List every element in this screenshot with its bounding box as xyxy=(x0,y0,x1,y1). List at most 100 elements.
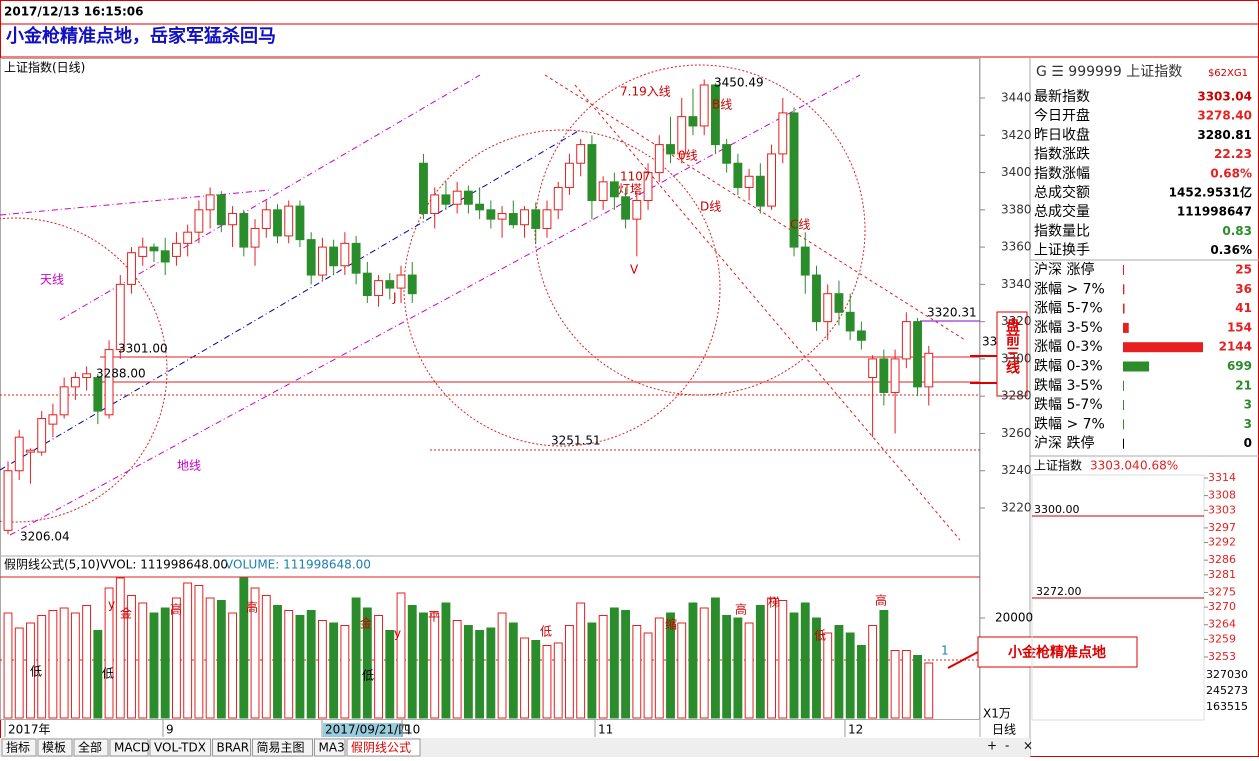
breadth-bar xyxy=(1123,361,1150,372)
breadth-bar xyxy=(1123,322,1129,333)
volume-bar xyxy=(755,605,765,719)
callout-text: 盘前三线 xyxy=(1004,317,1020,375)
y-tick-label: 3303 xyxy=(1208,503,1236,516)
tab-label[interactable]: VOL-TDX xyxy=(154,741,206,755)
volume-bar xyxy=(48,610,58,719)
tab[interactable] xyxy=(212,738,251,757)
volume-bar xyxy=(239,577,249,719)
volume-bar xyxy=(497,612,507,719)
x-tick-label: 12 xyxy=(848,723,863,737)
candle-body xyxy=(710,84,720,146)
tab[interactable] xyxy=(149,738,211,757)
tab-label[interactable]: 指标 xyxy=(6,740,30,755)
tab-label[interactable]: 模板 xyxy=(42,741,66,755)
quote-tag: $62XG1 xyxy=(1208,68,1248,79)
tab[interactable] xyxy=(1,738,37,757)
quote-label: 总成交量 xyxy=(1034,203,1090,220)
title: 小金枪精准点地，岳家军猛杀回马 xyxy=(6,25,276,47)
annotation: 0线 xyxy=(678,149,698,163)
callout-arrow xyxy=(970,355,997,384)
volume-marker: 低 xyxy=(814,629,826,643)
candle-body xyxy=(239,213,249,248)
volume-bar xyxy=(609,607,619,719)
tab-label[interactable]: 全部 xyxy=(78,740,102,755)
y-tick-label: 3440 xyxy=(1001,91,1032,105)
tab-label[interactable]: 简易主图 xyxy=(257,741,305,755)
volume-bar xyxy=(800,602,810,719)
candle-body xyxy=(845,311,855,332)
candle-body xyxy=(778,112,788,155)
candle-body xyxy=(273,209,282,237)
tab[interactable] xyxy=(109,738,149,757)
candle-body xyxy=(160,250,170,263)
candle-body xyxy=(789,112,799,248)
candle-body xyxy=(879,358,889,393)
y-tick-label: 3314 xyxy=(1208,471,1236,484)
volume-bar xyxy=(317,620,327,719)
breadth-value: 41 xyxy=(1235,301,1252,315)
volume-marker: 金 xyxy=(360,616,372,631)
x-tick-label: 11 xyxy=(598,723,613,737)
control[interactable]: + xyxy=(987,739,997,753)
tab[interactable] xyxy=(346,738,421,757)
tab-label[interactable]: BRAR xyxy=(217,741,250,755)
candle-body xyxy=(183,231,193,244)
breadth-label: 涨幅 3-5% xyxy=(1034,320,1103,336)
y-tick-label: 3400 xyxy=(1001,165,1032,179)
candle-body xyxy=(666,144,675,155)
control[interactable]: - xyxy=(1005,739,1009,753)
tab[interactable] xyxy=(252,738,313,757)
volume-bar xyxy=(37,615,47,719)
y-tick-label: 3275 xyxy=(1208,585,1236,598)
tab[interactable] xyxy=(73,738,109,757)
tab-label[interactable]: MACD xyxy=(114,741,150,755)
volume-bar xyxy=(93,630,103,719)
annotation: 3288.00 xyxy=(96,367,146,381)
candle-body xyxy=(856,330,866,341)
volume-bar xyxy=(767,597,776,719)
candle-body xyxy=(362,272,372,297)
volume-bar xyxy=(475,630,485,719)
volume-bar xyxy=(868,625,878,719)
volume-bar xyxy=(160,607,170,719)
callout-text: 小金枪精准点地 xyxy=(1008,644,1106,661)
quote-value: 111998647 xyxy=(1177,205,1252,219)
quote-value: 0.36% xyxy=(1210,243,1252,257)
candle-body xyxy=(688,116,698,127)
quote-label: 最新指数 xyxy=(1034,89,1090,105)
tab-label[interactable]: 假阴线公式 xyxy=(351,741,411,755)
annotation: 3450.49 xyxy=(714,76,764,90)
candle-body xyxy=(508,213,518,226)
candle-body xyxy=(441,194,451,205)
y-tick-label: 3270 xyxy=(1208,600,1236,613)
candle-body xyxy=(82,373,92,379)
tab-label[interactable]: MA3 xyxy=(319,741,345,755)
volume-marker: 高 xyxy=(246,600,258,615)
candle-body xyxy=(149,246,159,252)
mini-price: 3303.04 xyxy=(1090,459,1140,473)
tab[interactable] xyxy=(314,738,346,757)
x-tick-label: 9 xyxy=(166,723,174,737)
candle-body xyxy=(419,162,428,215)
control[interactable]: × xyxy=(1023,739,1033,753)
volume-bar xyxy=(856,645,866,719)
y-tick-label: 3264 xyxy=(1208,618,1236,631)
volume-bar xyxy=(677,622,687,719)
volume-bar xyxy=(643,632,653,719)
level-label: 3272.00 xyxy=(1036,585,1082,598)
volume-bar xyxy=(407,605,417,719)
volume-bar xyxy=(744,622,754,719)
candle-body xyxy=(486,209,496,220)
y-tick-label: 3220 xyxy=(1001,501,1032,515)
candle-body xyxy=(93,377,103,412)
breadth-bar xyxy=(1123,342,1203,353)
volume-bar xyxy=(722,615,732,719)
candle-body xyxy=(127,252,136,285)
quote-value: 3278.40 xyxy=(1197,109,1252,123)
tab[interactable] xyxy=(37,738,73,757)
datetime: 2017/12/13 16:15:06 xyxy=(4,5,143,19)
breadth-value: 154 xyxy=(1227,320,1252,334)
quote-label: 指数量比 xyxy=(1034,223,1090,239)
